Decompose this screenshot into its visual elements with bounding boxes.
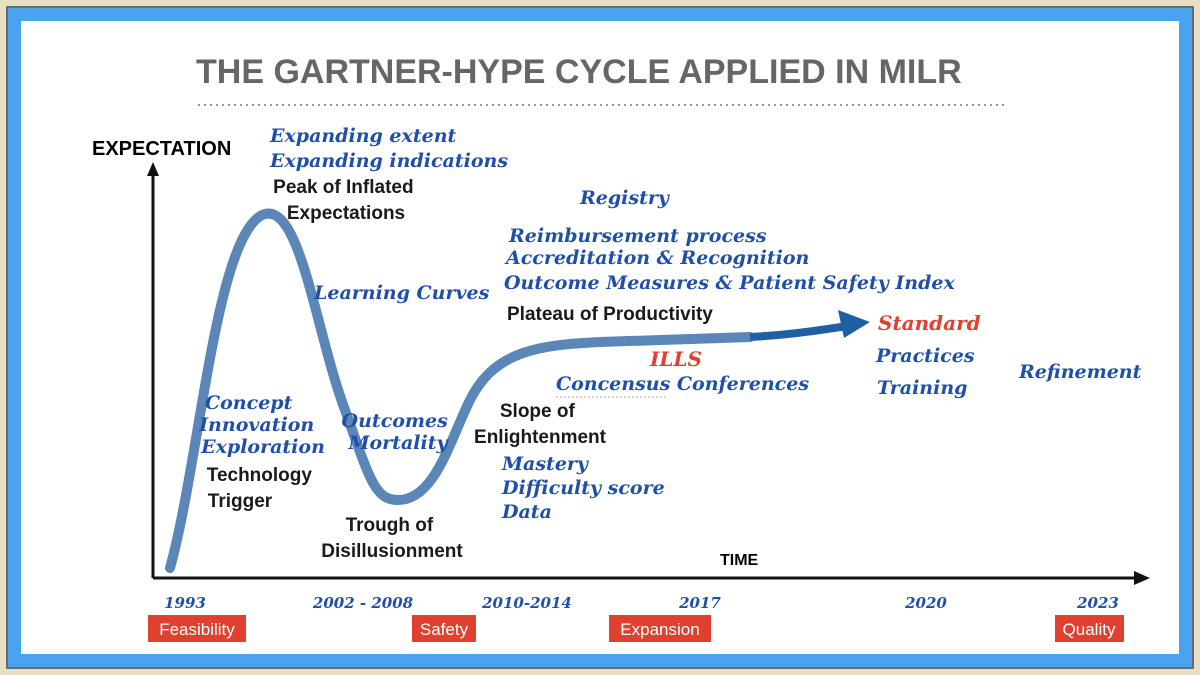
badge-background [412,615,476,642]
badge-background [148,615,246,642]
learning-curves-note: Learning Curves [313,282,490,304]
slide-title: THE GARTNER-HYPE CYCLE APPLIED IN MILR [196,53,962,91]
phase-technology-trigger: Technology Trigger [207,465,318,512]
year-label: 2020 [904,594,947,612]
badge-label: Feasibility [159,620,235,639]
stage-badge-safety: Safety [412,615,476,642]
plateau-notes: Reimbursement process Accreditation & Re… [504,225,955,294]
registry-note: Registry [579,187,671,209]
phase-slope: Slope of Enlightenment [474,401,607,448]
phase-trough: Trough of Disillusionment [321,515,463,562]
consensus-note: Concensus Conferences [556,373,809,395]
practices-notes: Practices Training [875,345,981,399]
year-label: 1993 [164,594,206,612]
year-label: 2010-2014 [481,594,572,612]
stage-badge-feasibility: Feasibility [148,615,246,642]
trigger-notes: Concept Innovation Exploration [198,392,325,458]
badge-label: Safety [420,620,469,639]
phase-peak: Peak of Inflated Expectations [273,177,419,224]
y-axis-label: EXPECTATION [92,138,231,160]
future-arrow-shaft [749,322,849,341]
standard-note: Standard [878,311,981,335]
phase-plateau: Plateau of Productivity [507,304,713,325]
year-label: 2017 [678,594,721,612]
badge-label: Quality [1063,620,1116,639]
peak-notes: Expanding extent Expanding indications [269,125,508,172]
ills-note: ILLS [649,347,702,371]
y-axis-arrowhead [147,162,159,176]
hype-curve [165,208,755,573]
timeline-years: 1993 2002 - 2008 2010-2014 2017 2020 202… [164,594,1119,612]
refinement-note: Refinement [1018,361,1142,383]
stage-badge-expansion: Expansion [609,615,711,642]
slope-notes: Mastery Difficulty score Data [501,453,671,523]
year-label: 2002 - 2008 [312,594,414,612]
future-arrowhead [838,310,870,338]
x-axis-label: TIME [720,552,759,569]
trough-notes: Outcomes Mortality [342,410,455,454]
badge-background [609,615,711,642]
badge-label: Expansion [620,620,699,639]
badge-background [1055,615,1124,642]
stage-badge-quality: Quality [1055,615,1124,642]
year-label: 2023 [1076,594,1119,612]
x-axis-arrowhead [1134,571,1150,585]
